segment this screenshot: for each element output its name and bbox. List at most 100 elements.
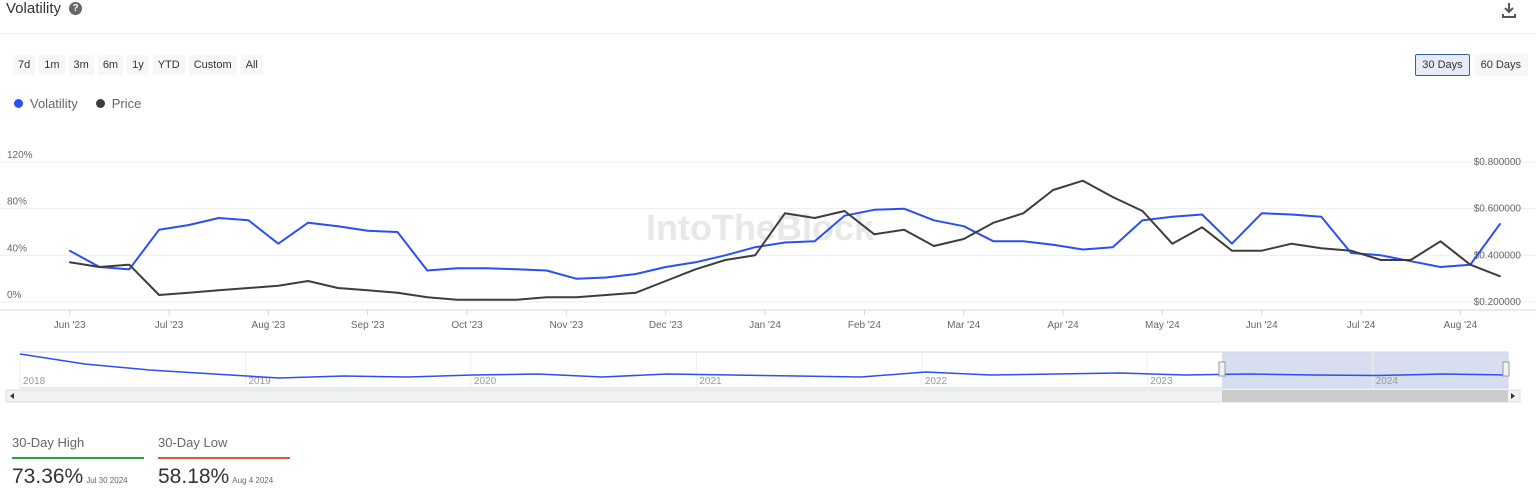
range-button-1y[interactable]: 1y xyxy=(127,55,149,75)
stat-underline xyxy=(158,457,290,459)
navigator-series xyxy=(19,353,1509,379)
x-tick-label: Aug '23 xyxy=(252,320,286,331)
stat-value: 58.18% Aug 4 2024 xyxy=(158,465,290,489)
x-tick-label: Mar '24 xyxy=(947,320,980,331)
data-point-volatility xyxy=(486,267,488,269)
question-circle-icon[interactable]: ? xyxy=(69,2,83,15)
data-point-volatility xyxy=(1320,216,1323,218)
range-button-3m[interactable]: 3m xyxy=(68,55,94,75)
navigator-year-label: 2020 xyxy=(474,376,497,387)
data-point-volatility xyxy=(575,277,578,280)
scrollbar-thumb[interactable] xyxy=(1222,390,1508,402)
data-point-price xyxy=(1111,196,1114,198)
data-point-price xyxy=(426,296,429,299)
data-point-price xyxy=(992,221,995,224)
data-point-volatility xyxy=(188,224,190,226)
stat-high: 30-Day High 73.36% Jul 30 2024 xyxy=(12,435,144,489)
watermark-logo: IntoTheBlock xyxy=(646,207,875,248)
period-selector: 30 Days 60 Days xyxy=(1415,54,1528,76)
y-right-tick-label: $0.800000 xyxy=(1474,157,1522,168)
data-point-price xyxy=(307,280,309,282)
data-point-price xyxy=(1082,179,1084,182)
data-point-price xyxy=(1022,212,1025,215)
volatility-chart: 0% 40% 80% 120% $0.200000 $0.400000 $0.600000 $… xyxy=(0,150,1536,331)
range-button-1m[interactable]: 1m xyxy=(39,55,65,75)
data-point-price xyxy=(1439,240,1442,243)
data-point-volatility xyxy=(605,276,607,279)
scroll-right-arrow-icon[interactable] xyxy=(1511,393,1515,399)
navigator-year-label: 2024 xyxy=(1376,376,1399,387)
data-point-volatility xyxy=(1380,254,1382,257)
data-point-volatility xyxy=(1290,213,1293,216)
data-point-volatility xyxy=(158,228,160,231)
range-button-custom[interactable]: Custom xyxy=(188,55,237,75)
scroll-left-arrow-icon[interactable] xyxy=(10,393,14,399)
data-point-volatility xyxy=(1171,216,1174,218)
range-button-ytd[interactable]: YTD xyxy=(152,55,185,75)
data-point-price xyxy=(337,287,339,289)
navigator-selection xyxy=(1222,352,1508,388)
x-tick-label: May '24 xyxy=(1145,320,1180,331)
data-point-price xyxy=(456,298,458,301)
x-tick-label: Sep '23 xyxy=(351,320,385,331)
legend-dot xyxy=(14,99,23,108)
y-right-tick-label: $0.200000 xyxy=(1474,297,1522,308)
data-point-price xyxy=(664,280,667,282)
navigator[interactable]: 2018 2019 2020 2021 2022 2023 2024 xyxy=(0,350,1536,405)
data-point-price xyxy=(396,291,399,294)
y-right-tick-label: $0.400000 xyxy=(1474,250,1522,261)
data-point-volatility xyxy=(217,217,220,219)
data-point-price xyxy=(843,210,846,212)
data-point-price xyxy=(873,233,876,236)
data-point-volatility xyxy=(754,246,756,248)
data-point-volatility xyxy=(903,207,905,210)
data-point-price xyxy=(1350,249,1352,252)
data-point-price xyxy=(217,289,220,292)
data-point-price xyxy=(1499,275,1501,278)
title-text: Volatility xyxy=(6,0,62,17)
period-button-30-days[interactable]: 30 Days xyxy=(1415,54,1470,76)
data-point-volatility xyxy=(307,221,309,224)
legend-item-volatility[interactable]: Volatility xyxy=(14,96,78,111)
data-point-price xyxy=(1052,189,1054,191)
download-icon[interactable] xyxy=(1502,2,1516,18)
range-button-7d[interactable]: 7d xyxy=(13,55,36,75)
range-button-6m[interactable]: 6m xyxy=(97,55,124,75)
data-point-volatility xyxy=(1231,242,1233,245)
data-point-price xyxy=(605,294,607,296)
y-left-tick-label: 40% xyxy=(7,243,27,254)
legend: Volatility Price xyxy=(14,96,141,111)
scrollbar-track xyxy=(5,389,1521,403)
data-point-volatility xyxy=(1052,244,1054,246)
y-left-tick-label: 80% xyxy=(7,197,27,208)
navigator-year-label: 2023 xyxy=(1150,376,1173,387)
data-point-volatility xyxy=(247,219,250,222)
navigator-year-label: 2022 xyxy=(925,376,948,387)
data-point-volatility xyxy=(813,240,816,243)
data-point-volatility xyxy=(337,225,339,227)
navigator-year-label: 2021 xyxy=(699,376,722,387)
data-point-volatility xyxy=(724,254,727,257)
y-left-tick-label: 120% xyxy=(7,150,33,161)
period-button-60-days[interactable]: 60 Days xyxy=(1473,54,1528,76)
x-tick-label: Apr '24 xyxy=(1047,320,1079,331)
data-point-price xyxy=(515,298,518,301)
data-point-price xyxy=(1231,249,1233,252)
data-point-volatility xyxy=(1082,248,1084,251)
range-button-all[interactable]: All xyxy=(240,55,263,75)
data-point-price xyxy=(1201,226,1203,229)
x-tick-label: Jul '23 xyxy=(155,320,184,331)
x-tick-label: Jun '23 xyxy=(54,320,86,331)
navigator-handle[interactable] xyxy=(1502,361,1510,377)
data-point-volatility xyxy=(873,209,876,211)
legend-item-price[interactable]: Price xyxy=(95,96,141,111)
x-tick-label: Feb '24 xyxy=(848,320,881,331)
data-point-volatility xyxy=(1439,266,1442,268)
stat-low: 30-Day Low 58.18% Aug 4 2024 xyxy=(158,435,290,489)
navigator-handle[interactable] xyxy=(1218,361,1226,377)
stat-number: 73.36% xyxy=(12,465,84,488)
data-point-volatility xyxy=(784,241,786,244)
data-point-volatility xyxy=(664,266,667,268)
data-point-volatility xyxy=(1499,223,1501,225)
stat-date: Jul 30 2024 xyxy=(86,476,128,485)
